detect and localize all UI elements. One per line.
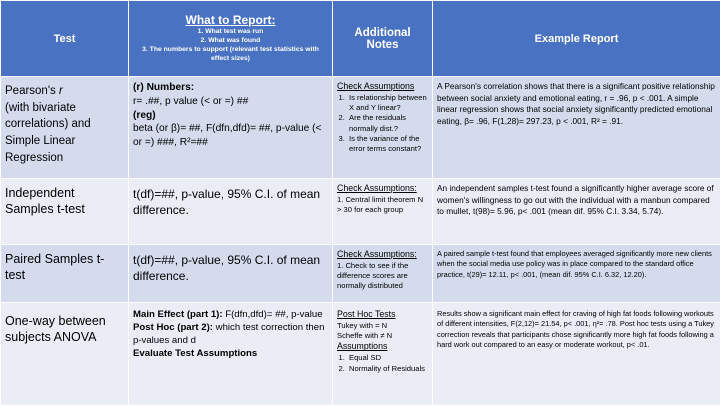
example-report: An independent samples t-test found a si… bbox=[433, 179, 720, 245]
header-what-to-report: What to Report: 1. What test was run 2. … bbox=[129, 1, 333, 77]
example-report: A Pearson's correlation shows that there… bbox=[433, 77, 720, 179]
what-to-report: Main Effect (part 1): F(dfn,dfd)= ##, p-… bbox=[129, 303, 333, 406]
header-what-item: 2. What was found bbox=[133, 37, 328, 46]
report-line: beta (or β)= ##, F(dfn,dfd)= ##, p-value… bbox=[133, 123, 321, 148]
notes-text: Scheffe with ≠ N bbox=[337, 331, 392, 340]
notes-item: Is the variance of the error terms const… bbox=[347, 134, 428, 155]
test-name-part: r bbox=[59, 85, 63, 97]
header-what-title: What to Report: bbox=[133, 13, 328, 27]
additional-notes: Check Assumptions: 1. Central limit theo… bbox=[333, 179, 433, 245]
notes-heading: Assumptions bbox=[337, 341, 428, 353]
report-line: (reg) bbox=[133, 110, 156, 121]
notes-list: Is relationship between X and Y linear? … bbox=[337, 93, 428, 155]
table-row: One-way between subjects ANOVA Main Effe… bbox=[1, 303, 720, 406]
what-to-report: (r) Numbers: r= .##, p value (< or =) ##… bbox=[129, 77, 333, 179]
table-row: Independent Samples t-test t(df)=##, p-v… bbox=[1, 179, 720, 245]
test-name-part: Pearson's bbox=[5, 85, 59, 97]
notes-item: Normality of Residuals bbox=[347, 364, 428, 374]
example-report: Results show a significant main effect f… bbox=[433, 303, 720, 406]
what-to-report: t(df)=##, p-value, 95% C.I. of mean diff… bbox=[129, 179, 333, 245]
test-name: Pearson's r (with bivariate correlations… bbox=[1, 77, 129, 179]
header-example-report: Example Report bbox=[433, 1, 720, 77]
test-name: One-way between subjects ANOVA bbox=[1, 303, 129, 406]
additional-notes: Check Assumptions Is relationship betwee… bbox=[333, 77, 433, 179]
header-row: Test What to Report: 1. What test was ru… bbox=[1, 1, 720, 77]
notes-text: Tukey with = N bbox=[337, 321, 387, 330]
header-test: Test bbox=[1, 1, 129, 77]
test-name: Independent Samples t-test bbox=[1, 179, 129, 245]
notes-item: Equal SD bbox=[347, 353, 428, 363]
table-row: Paired Samples t-test t(df)=##, p-value,… bbox=[1, 245, 720, 303]
notes-heading: Check Assumptions bbox=[337, 81, 428, 93]
what-to-report: t(df)=##, p-value, 95% C.I. of mean diff… bbox=[129, 245, 333, 303]
report-label: Evaluate Test Assumptions bbox=[133, 348, 257, 359]
report-line: r= .##, p value (< or =) ## bbox=[133, 96, 248, 107]
header-what-list: 1. What test was run 2. What was found 3… bbox=[133, 28, 328, 63]
test-name: Paired Samples t-test bbox=[1, 245, 129, 303]
notes-heading: Check Assumptions: bbox=[337, 249, 428, 261]
additional-notes: Post Hoc Tests Tukey with = N Scheffe wi… bbox=[333, 303, 433, 406]
header-what-item: 3. The numbers to support (relevant test… bbox=[133, 46, 328, 64]
notes-heading: Post Hoc Tests bbox=[337, 309, 428, 321]
notes-item: Is relationship between X and Y linear? bbox=[347, 93, 428, 114]
table-row: Pearson's r (with bivariate correlations… bbox=[1, 77, 720, 179]
notes-item: Are the residuals normally dist.? bbox=[347, 113, 428, 134]
example-report: A paired sample t-test found that employ… bbox=[433, 245, 720, 303]
report-line: (r) Numbers: bbox=[133, 82, 194, 93]
header-what-item: 1. What test was run bbox=[133, 28, 328, 37]
report-label: Post Hoc (part 2): bbox=[133, 322, 213, 333]
additional-notes: Check Assumptions: 1. Check to see if th… bbox=[333, 245, 433, 303]
notes-heading: Check Assumptions: bbox=[337, 183, 428, 195]
notes-text: 1. Central limit theorem N > 30 for each… bbox=[337, 195, 423, 214]
report-label: Main Effect (part 1): bbox=[133, 309, 223, 320]
test-name-part: (with bivariate correlations) and Simple… bbox=[5, 102, 91, 164]
notes-list: Equal SD Normality of Residuals bbox=[337, 353, 428, 374]
report-text: F(dfn,dfd)= ##, p-value bbox=[223, 309, 323, 320]
notes-text: 1. Check to see if the difference scores… bbox=[337, 261, 408, 291]
header-additional-notes: Additional Notes bbox=[333, 1, 433, 77]
